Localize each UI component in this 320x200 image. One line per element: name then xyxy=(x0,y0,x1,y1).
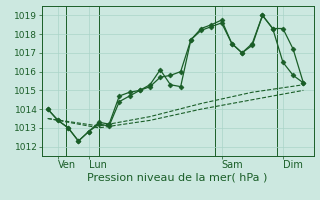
X-axis label: Pression niveau de la mer( hPa ): Pression niveau de la mer( hPa ) xyxy=(87,173,268,183)
